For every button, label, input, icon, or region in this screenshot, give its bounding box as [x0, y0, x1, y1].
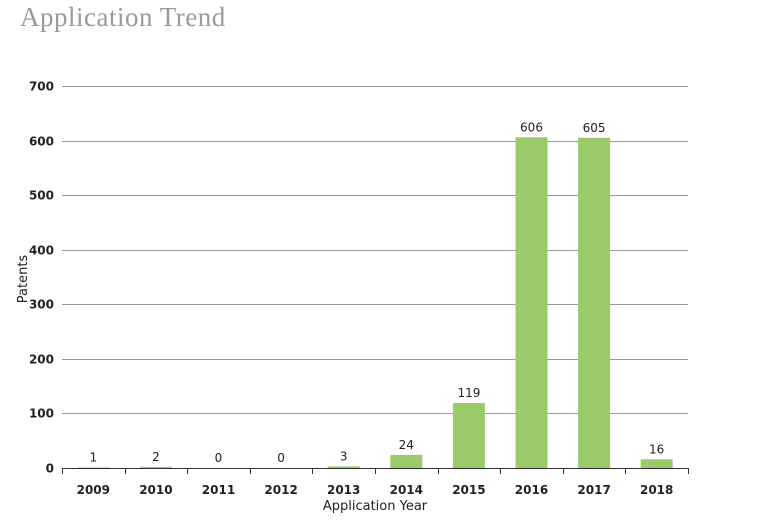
data-labels: 1 2 0 0 3 24 119 606 605 16 — [89, 120, 664, 465]
x-tick-label: 2018 — [640, 483, 673, 497]
x-tick-label: 2010 — [139, 483, 172, 497]
data-label: 119 — [457, 386, 480, 400]
data-label: 0 — [215, 451, 223, 465]
y-tick-label: 600 — [29, 135, 54, 149]
x-tick-label: 2014 — [390, 483, 423, 497]
data-label: 0 — [277, 451, 285, 465]
data-label: 2 — [152, 450, 160, 464]
y-tick-label: 300 — [29, 298, 54, 312]
x-tick-label: 2009 — [77, 483, 110, 497]
y-tick-label: 500 — [29, 189, 54, 203]
x-tick-label: 2013 — [327, 483, 360, 497]
y-axis-title: Patents — [16, 255, 31, 304]
y-tick-label: 400 — [29, 244, 54, 258]
x-tick-label: 2011 — [202, 483, 235, 497]
data-label: 606 — [520, 120, 543, 134]
bar — [327, 466, 360, 468]
data-label: 1 — [89, 450, 97, 464]
y-tick-label: 100 — [29, 407, 54, 421]
bars — [77, 137, 673, 469]
page-title: Application Trend — [20, 2, 226, 32]
bar — [640, 459, 673, 468]
data-label: 16 — [649, 442, 664, 456]
x-tick-label: 2016 — [515, 483, 548, 497]
data-label: 605 — [583, 121, 606, 135]
bar — [77, 467, 110, 468]
x-tick-labels: 2009 2010 2011 2012 2013 2014 2015 2016 2017 2018 — [77, 483, 674, 497]
bar — [139, 466, 172, 468]
y-tick-label: 700 — [29, 80, 54, 94]
y-tick-labels: 0 100 200 300 400 500 600 700 — [29, 80, 54, 476]
bar — [578, 137, 611, 469]
x-tick-label: 2017 — [577, 483, 610, 497]
axes — [62, 468, 689, 474]
x-tick-label: 2015 — [452, 483, 485, 497]
data-label: 24 — [399, 438, 414, 452]
y-tick-label: 0 — [46, 462, 54, 476]
bar — [515, 137, 548, 468]
data-label: 3 — [340, 449, 348, 463]
bar — [452, 403, 485, 468]
y-tick-label: 200 — [29, 353, 54, 367]
x-axis-title: Application Year — [323, 499, 428, 514]
x-tick-label: 2012 — [264, 483, 297, 497]
bar — [390, 454, 423, 468]
